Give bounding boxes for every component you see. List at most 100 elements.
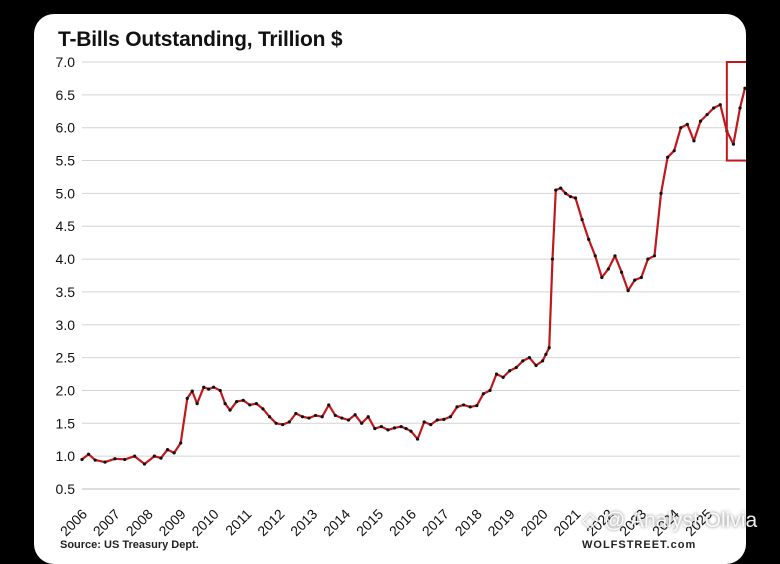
data-point (185, 396, 189, 400)
data-point (541, 359, 545, 363)
data-point (481, 392, 485, 396)
data-point (123, 457, 127, 462)
data-point (429, 423, 433, 427)
data-point (547, 346, 551, 350)
data-point (172, 451, 176, 455)
data-point (313, 413, 318, 418)
data-point (508, 369, 512, 373)
data-point (241, 398, 245, 402)
data-point (281, 423, 285, 427)
data-point (333, 413, 337, 418)
data-point (353, 413, 357, 417)
data-point (564, 191, 568, 195)
data-point (606, 267, 611, 271)
data-point (475, 403, 479, 408)
data-point (521, 359, 525, 363)
data-point (392, 426, 397, 430)
data-point (415, 437, 420, 441)
data-point (738, 106, 742, 110)
data-point (379, 424, 383, 429)
x-tick-label: 2016 (386, 506, 419, 539)
data-point (93, 458, 97, 462)
data-point (613, 254, 617, 258)
data-point (559, 186, 563, 190)
data-point (190, 389, 194, 393)
y-tick-label: 5.5 (56, 153, 76, 169)
data-point (287, 420, 291, 424)
data-point (218, 388, 222, 393)
data-point (179, 441, 183, 445)
data-point (267, 415, 272, 419)
data-point (261, 407, 265, 411)
brand-logo: WOLFSTREET.com (582, 539, 697, 551)
chart-card: T-Bills Outstanding, Trillion $ 7.0 6.5 6.… (34, 14, 746, 564)
data-point (142, 462, 147, 466)
x-tick-label: 2018 (452, 506, 485, 539)
data-point (580, 218, 584, 222)
x-tick-label: 2011 (222, 506, 255, 539)
data-point (235, 400, 239, 404)
data-point (202, 385, 206, 389)
y-tick-label: 2.5 (56, 350, 76, 366)
data-point (633, 278, 637, 282)
data-point (692, 139, 696, 143)
data-point (568, 195, 573, 199)
x-tick-label: 2008 (123, 506, 156, 539)
data-point (639, 275, 643, 280)
data-point (223, 402, 227, 406)
source-note: Source: US Treasury Dept. (60, 539, 199, 551)
data-point (501, 375, 505, 379)
data-point (488, 388, 492, 393)
data-point (248, 403, 252, 407)
data-point (165, 447, 170, 452)
y-tick-label: 6.5 (56, 87, 76, 103)
data-point (494, 372, 499, 376)
x-tick-label: 2013 (287, 506, 320, 539)
data-point (455, 405, 459, 409)
data-point (113, 457, 117, 461)
y-tick-label: 1.0 (56, 448, 76, 464)
x-tick-label: 2010 (188, 506, 221, 539)
series-line (81, 88, 746, 466)
data-point (712, 106, 716, 110)
data-point (448, 415, 453, 419)
data-point (462, 403, 466, 407)
data-point (600, 275, 604, 280)
y-tick-label: 3.5 (56, 284, 76, 300)
x-tick-label: 2009 (155, 506, 188, 539)
x-tick-label: 2015 (353, 506, 386, 539)
data-point (399, 424, 403, 429)
watermark: ◇ @ Analyst Olivia (582, 509, 758, 532)
data-point (731, 142, 736, 146)
data-point (422, 420, 426, 424)
data-point (404, 426, 408, 431)
data-point (659, 191, 663, 195)
data-point (554, 188, 558, 192)
data-point (86, 452, 91, 456)
data-point (340, 416, 344, 420)
y-tick-label: 2.0 (56, 382, 76, 398)
data-point (307, 416, 311, 420)
data-point (207, 387, 211, 391)
data-point (294, 411, 298, 416)
data-point (718, 103, 722, 107)
data-point (360, 421, 364, 425)
data-point (626, 289, 630, 293)
x-tick-label: 2012 (254, 506, 287, 539)
data-point (442, 417, 446, 421)
data-point (212, 385, 216, 389)
y-tick-label: 7.0 (56, 54, 76, 70)
data-point (534, 363, 538, 368)
data-point (346, 418, 351, 422)
data-point (228, 408, 232, 412)
data-point (672, 149, 676, 153)
y-tick-label: 6.0 (56, 120, 76, 136)
data-point (550, 257, 555, 261)
x-tick-label: 2014 (320, 506, 353, 539)
data-point (152, 454, 156, 458)
data-point (698, 119, 703, 123)
data-point (705, 112, 709, 117)
data-point (159, 456, 163, 460)
data-point (300, 415, 305, 419)
data-point (103, 460, 107, 464)
